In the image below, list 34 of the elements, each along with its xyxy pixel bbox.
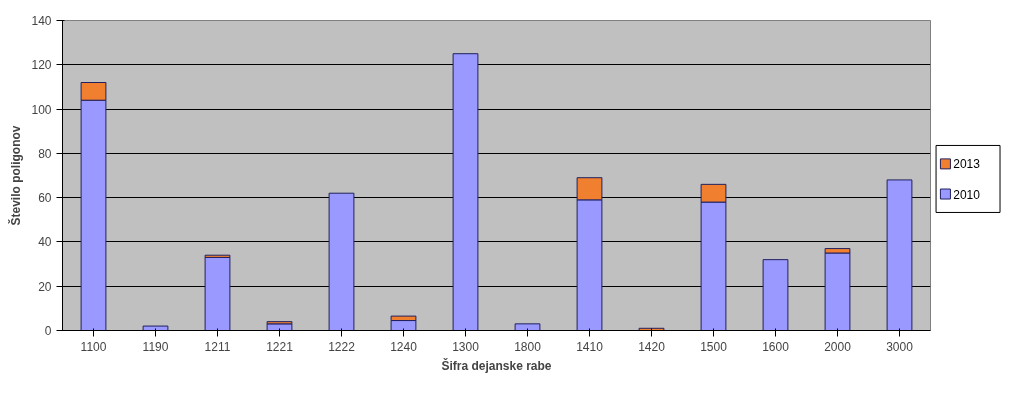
x-tick-label: 2000 xyxy=(824,339,852,354)
bar xyxy=(824,252,851,331)
bar xyxy=(514,323,541,331)
x-tick-label: 1300 xyxy=(452,339,480,354)
y-tick-label: 0 xyxy=(44,324,52,338)
x-tick-label: 1420 xyxy=(638,339,666,354)
x-tick-label: 1100 xyxy=(80,339,107,354)
y-tick-label: 60 xyxy=(38,191,52,206)
y-tick-label: 100 xyxy=(31,102,52,117)
bar xyxy=(328,192,355,331)
x-tick-label: 1222 xyxy=(328,339,356,354)
x-tick-label: 1190 xyxy=(142,339,169,354)
bar xyxy=(886,179,913,331)
y-tick-label: 80 xyxy=(38,146,52,161)
x-tick-label: 1600 xyxy=(762,339,790,354)
legend-label: 2010 xyxy=(953,187,981,202)
y-tick-label: 20 xyxy=(38,279,52,294)
bar xyxy=(452,53,479,331)
x-tick-label: 1240 xyxy=(390,339,418,354)
x-tick-label: 1211 xyxy=(204,339,231,354)
x-tick-label: 1500 xyxy=(700,339,728,354)
x-tick-label: 1221 xyxy=(266,339,294,354)
bar xyxy=(142,325,169,331)
x-tick-label: 3000 xyxy=(886,339,914,354)
x-tick-label: 1800 xyxy=(514,339,542,354)
x-axis-title: Šifra dejanske rabe xyxy=(441,357,552,373)
y-axis-title: Število poligonov xyxy=(8,125,24,226)
y-tick-label: 40 xyxy=(38,235,52,250)
bar xyxy=(204,256,231,331)
legend-label: 2013 xyxy=(953,157,981,172)
y-tick-label: 140 xyxy=(31,14,52,28)
bar xyxy=(762,259,789,331)
x-tick-label: 1410 xyxy=(576,339,604,354)
y-tick-label: 120 xyxy=(31,58,52,73)
